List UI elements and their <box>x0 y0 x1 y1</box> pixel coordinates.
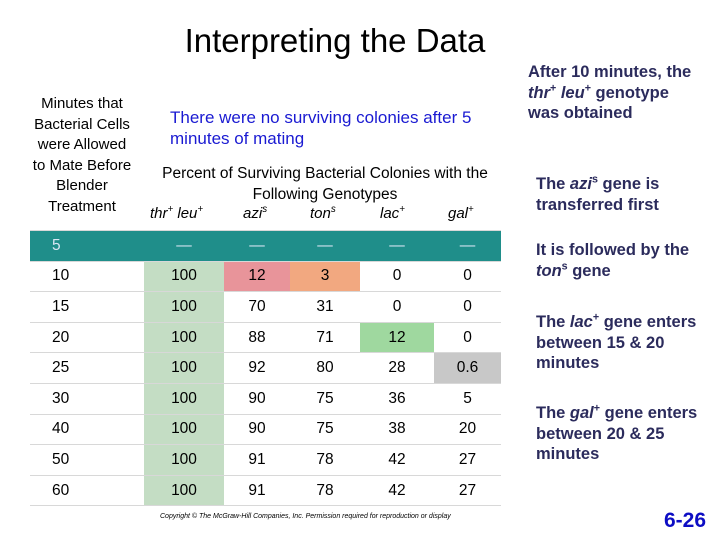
percent-cell: 71 <box>290 321 360 354</box>
percent-cell: 0 <box>360 260 434 293</box>
table-row: 15 100 70 31 0 0 <box>30 291 501 323</box>
percent-cell: 42 <box>360 474 434 507</box>
data-table: 5— — — — —10 100 12 3 0 0 15 100 70 31 0 0 20 100 88 71 12 0 2… <box>30 230 501 507</box>
percent-cell: 100 <box>144 260 224 293</box>
minutes-cell: 30 <box>30 382 144 415</box>
highlighted-percent-cell: 12 <box>360 321 434 354</box>
percent-cell: 5 <box>434 382 501 415</box>
note-ton-followed: It is followed by the tons gene <box>536 241 690 280</box>
percent-cell: 27 <box>434 474 501 507</box>
minutes-cell: 25 <box>30 352 144 384</box>
table-row: 10 100 12 3 0 0 <box>30 260 501 293</box>
percent-cell: 75 <box>290 382 360 415</box>
minutes-column-header: Minutes that Bacterial Cells were Allowe… <box>32 95 132 215</box>
percent-surviving-heading: Percent of Surviving Bacterial Colonies … <box>162 165 488 203</box>
percent-cell: 100 <box>144 291 224 323</box>
percent-cell: — <box>434 230 501 262</box>
copyright-notice: Copyright © The McGraw-Hill Companies, I… <box>160 513 451 520</box>
note-lac-enters: The lac+ gene enters between 15 & 20 min… <box>536 311 697 372</box>
percent-cell: 31 <box>290 291 360 323</box>
genotype-header-thr-leu: thr+ leu+ <box>150 204 204 222</box>
percent-cell: 38 <box>360 413 434 446</box>
minutes-cell: 5 <box>30 230 144 262</box>
genotype-header-azi: azis <box>243 204 268 222</box>
percent-cell: — <box>144 230 224 262</box>
minutes-cell: 40 <box>30 413 144 446</box>
percent-cell: 100 <box>144 474 224 507</box>
percent-cell: 78 <box>290 444 360 476</box>
percent-cell: 91 <box>224 474 290 507</box>
percent-cell: 100 <box>144 382 224 415</box>
percent-cell: 0 <box>434 260 501 293</box>
table-row: 5— — — — — <box>30 230 501 262</box>
note-thr-leu-obtained: After 10 minutes, the thr+ leu+ genotype… <box>528 63 692 122</box>
slide-title: Interpreting the Data <box>184 22 486 59</box>
table-row: 20 100 88 71 12 0 <box>30 321 501 354</box>
percent-cell: 92 <box>224 352 290 384</box>
percent-cell: 28 <box>360 352 434 384</box>
percent-cell: 36 <box>360 382 434 415</box>
genotype-header-ton: tons <box>310 204 336 222</box>
note-azi-first: The azis gene is transferred first <box>536 173 660 214</box>
minutes-cell: 60 <box>30 474 144 507</box>
percent-cell: 27 <box>434 444 501 476</box>
percent-cell: 100 <box>144 413 224 446</box>
percent-cell: 78 <box>290 474 360 507</box>
minutes-cell: 10 <box>30 260 144 293</box>
percent-cell: 100 <box>144 321 224 354</box>
percent-cell: 100 <box>144 352 224 384</box>
percent-cell: 20 <box>434 413 501 446</box>
highlighted-percent-cell: 3 <box>290 260 360 293</box>
percent-cell: — <box>224 230 290 262</box>
table-row: 30 100 90 75 36 5 <box>30 382 501 415</box>
genotype-header-gal: gal+ <box>448 204 474 222</box>
percent-cell: 91 <box>224 444 290 476</box>
percent-cell: 80 <box>290 352 360 384</box>
percent-cell: 100 <box>144 444 224 476</box>
percent-cell: 90 <box>224 382 290 415</box>
table-row: 50 100 91 78 42 27 <box>30 444 501 476</box>
percent-cell: — <box>360 230 434 262</box>
minutes-cell: 20 <box>30 321 144 354</box>
minutes-cell: 15 <box>30 291 144 323</box>
percent-cell: 0 <box>360 291 434 323</box>
table-row: 25 100 92 80 28 0.6 <box>30 352 501 384</box>
note-gal-enters: The gal+ gene enters between 20 & 25 min… <box>536 402 698 463</box>
percent-cell: 70 <box>224 291 290 323</box>
genotype-header-lac: lac+ <box>380 204 405 222</box>
percent-cell: 75 <box>290 413 360 446</box>
percent-cell: 42 <box>360 444 434 476</box>
minutes-cell: 50 <box>30 444 144 476</box>
table-row: 60 100 91 78 42 27 <box>30 474 501 507</box>
no-survivors-note: There were no surviving colonies after 5… <box>170 108 472 148</box>
percent-cell: 0 <box>434 291 501 323</box>
percent-cell: 90 <box>224 413 290 446</box>
table-row: 40 100 90 75 38 20 <box>30 413 501 446</box>
percent-cell: 88 <box>224 321 290 354</box>
percent-cell: 0 <box>434 321 501 354</box>
highlighted-percent-cell: 0.6 <box>434 352 501 384</box>
percent-cell: — <box>290 230 360 262</box>
highlighted-percent-cell: 12 <box>224 260 290 293</box>
page-number: 6-26 <box>664 509 707 532</box>
